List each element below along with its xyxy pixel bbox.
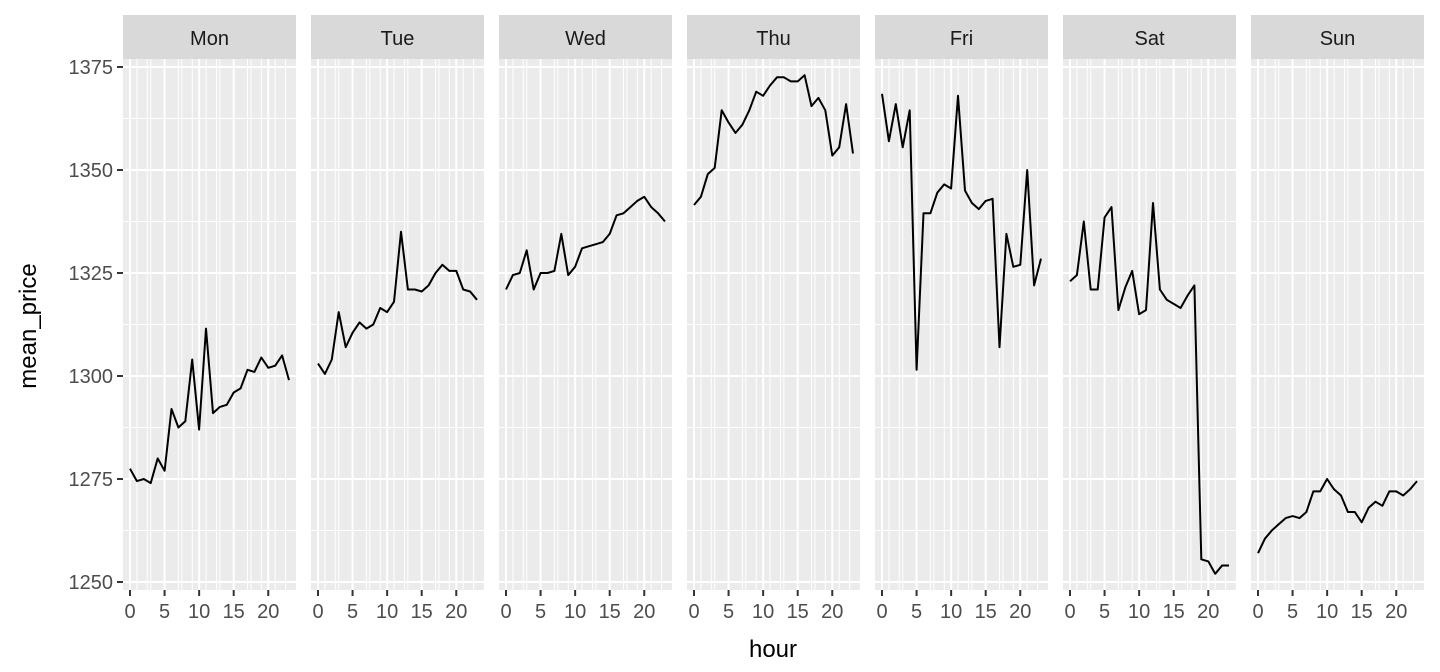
x-tick-label: 20 (257, 601, 279, 623)
x-tick-label: 0 (312, 601, 323, 623)
x-tick-label: 0 (1252, 601, 1263, 623)
series-line-thu (693, 74, 854, 206)
x-tick-label: 5 (347, 601, 358, 623)
series-line-tue (317, 230, 478, 375)
x-tick-label: 20 (1197, 601, 1219, 623)
x-tick-label: 0 (688, 601, 699, 623)
x-tick-label: 20 (1009, 601, 1031, 623)
facet-strip-label: Sat (1134, 28, 1164, 50)
x-tick-label: 15 (975, 601, 997, 623)
facet-strip-label: Sun (1320, 28, 1356, 50)
facet-panel-wed: Wed 0 5 10 15 20 (499, 15, 672, 623)
x-tick-label: 15 (599, 601, 621, 623)
x-tick-label: 10 (1128, 601, 1150, 623)
x-tick-label: 5 (723, 601, 734, 623)
x-tick-label: 5 (159, 601, 170, 623)
x-tick-label: 10 (564, 601, 586, 623)
facet-strip (123, 15, 296, 59)
x-tick-label: 0 (500, 601, 511, 623)
facet-strip-label: Wed (565, 28, 606, 50)
x-tick-label: 0 (876, 601, 887, 623)
y-tick-label: 1300 (69, 366, 114, 388)
facet-panel-fri: Fri 0 5 10 15 20 (875, 15, 1048, 623)
facet-strip (499, 15, 672, 59)
facet-strip (311, 15, 484, 59)
series-line-sun (1257, 478, 1418, 554)
facet-strip-label: Tue (381, 28, 415, 50)
x-tick-label: 0 (124, 601, 135, 623)
x-tick-label: 20 (1385, 601, 1407, 623)
x-tick-label: 20 (821, 601, 843, 623)
y-tick-label: 1250 (69, 572, 114, 594)
x-tick-label: 15 (411, 601, 433, 623)
series-line-fri (881, 93, 1042, 371)
facet-strip (1251, 15, 1424, 59)
x-tick-label: 10 (188, 601, 210, 623)
series-line-wed (505, 195, 666, 291)
facet-strip (875, 15, 1048, 59)
facet-panel-sun: Sun 0 5 10 15 20 (1251, 15, 1424, 623)
y-axis-title: mean_price (15, 263, 42, 388)
x-tick-label: 15 (787, 601, 809, 623)
facet-strip (1063, 15, 1236, 59)
series-line-mon (129, 327, 290, 485)
x-tick-label: 5 (1099, 601, 1110, 623)
x-tick-label: 20 (445, 601, 467, 623)
y-tick-label: 1275 (69, 469, 114, 491)
facet-strip-label: Fri (950, 28, 973, 50)
x-tick-label: 15 (223, 601, 245, 623)
x-tick-label: 20 (633, 601, 655, 623)
x-tick-label: 5 (911, 601, 922, 623)
x-axis-title: hour (749, 636, 797, 663)
y-tick-label: 1325 (69, 263, 114, 285)
facet-strip-label: Mon (190, 28, 229, 50)
facet-panel-sat: Sat 0 5 10 15 20 (1063, 15, 1236, 623)
y-tick-label: 1350 (69, 160, 114, 182)
x-tick-label: 10 (376, 601, 398, 623)
facet-panels: Mon 0 5 10 15 20 Tue 0 5 10 15 20 Wed 0 5 10 15 20 Thu 0 5 10… (123, 15, 1424, 623)
x-tick-label: 15 (1163, 601, 1185, 623)
series-line-sat (1069, 202, 1229, 575)
x-tick-label: 5 (535, 601, 546, 623)
facet-panel-mon: Mon 0 5 10 15 20 (123, 15, 296, 623)
facet-strip (687, 15, 860, 59)
y-tick-label: 1375 (69, 57, 114, 79)
x-tick-label: 10 (940, 601, 962, 623)
x-tick-label: 10 (752, 601, 774, 623)
facet-panel-tue: Tue 0 5 10 15 20 (311, 15, 484, 623)
x-tick-label: 0 (1064, 601, 1075, 623)
facet-strip-label: Thu (756, 28, 790, 50)
x-tick-label: 15 (1351, 601, 1373, 623)
y-axis: 1250 1275 1300 1325 1350 1375 (69, 57, 123, 594)
facet-panel-thu: Thu 0 5 10 15 20 (687, 15, 860, 623)
x-tick-label: 5 (1287, 601, 1298, 623)
x-tick-label: 10 (1316, 601, 1338, 623)
